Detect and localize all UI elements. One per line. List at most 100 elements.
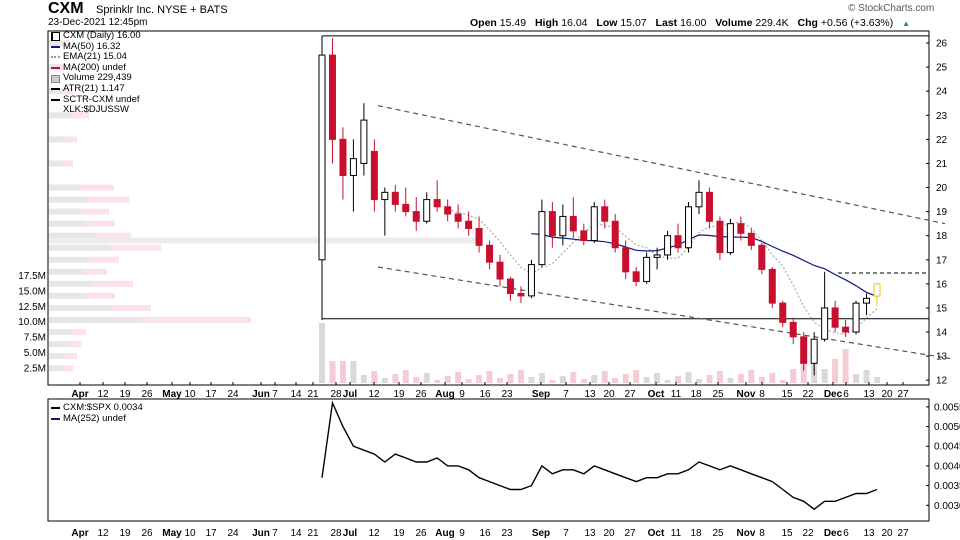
stat-label: Chg — [797, 17, 821, 29]
date-tick-label: Apr — [71, 389, 88, 400]
volume-bar — [874, 377, 880, 383]
volume-tick-label: 2.5M — [24, 363, 46, 374]
candle-body — [527, 264, 535, 297]
legend-entry: EMA(21) 15.04 — [51, 52, 141, 63]
legend-text: CXM:$SPX 0.0034 — [63, 402, 143, 413]
legend-entry: ATR(21) 1.147 — [51, 83, 141, 95]
legend-swatch — [51, 98, 60, 101]
volume-by-price-bar — [85, 220, 115, 227]
date-tick-label: 26 — [141, 389, 153, 400]
date-tick-label: Apr — [71, 528, 88, 539]
date-tick-label: 20 — [881, 389, 893, 400]
volume-bar — [748, 370, 755, 383]
volume-bar — [769, 373, 776, 383]
volume-by-price-bar — [49, 136, 65, 143]
date-tick-label: Oct — [648, 528, 665, 539]
candle-body — [339, 138, 347, 176]
stat-label: Low — [596, 17, 621, 29]
volume-tick-label: 15.0M — [18, 286, 46, 297]
volume-bar — [779, 380, 786, 383]
volume-by-price-bar — [141, 316, 251, 323]
volume-bar — [821, 369, 828, 383]
candle-body — [873, 283, 881, 297]
volume-bar — [559, 376, 566, 383]
candle-body — [842, 326, 850, 333]
date-tick-label: 19 — [119, 528, 131, 539]
volume-bar — [329, 361, 336, 383]
volume-by-price-bar — [93, 280, 133, 287]
date-tick-label: 12 — [368, 389, 380, 400]
legend-swatch — [51, 417, 60, 420]
candle-body — [685, 206, 693, 249]
volume-by-price-bar — [89, 256, 119, 263]
legend-entry: SCTR-CXM undef — [51, 94, 141, 106]
volume-by-price-bar — [83, 268, 107, 275]
candle-body — [328, 54, 336, 140]
ratio-tick-label: 0.0045 — [934, 442, 960, 453]
date-tick-label: 14 — [290, 389, 302, 400]
volume-by-price-bar — [49, 88, 63, 95]
date-tick-label: 12 — [97, 389, 109, 400]
date-tick-label: 15 — [781, 528, 793, 539]
candle-body — [360, 119, 368, 164]
volume-bar — [685, 372, 692, 383]
date-tick-label: Nov — [737, 389, 756, 400]
candle-body — [863, 297, 871, 304]
volume-bar — [339, 361, 346, 383]
volume-bar — [350, 361, 357, 383]
date-tick-label: 28 — [330, 389, 342, 400]
moving-averages — [447, 209, 878, 336]
date-tick-label: Dec — [824, 389, 843, 400]
volume-bar — [800, 359, 807, 383]
volume-by-price-bar — [49, 184, 79, 191]
date-tick-label: 7 — [563, 528, 569, 539]
volume-bar — [706, 375, 713, 383]
price-tick-label: 15 — [936, 303, 948, 314]
volume-bar — [716, 371, 723, 383]
brand-logo[interactable]: © StockCharts.com — [848, 3, 935, 14]
volume-bar — [319, 323, 325, 383]
volume-bar — [360, 375, 367, 383]
legend-swatch — [51, 74, 60, 83]
stat-value: 15.49 — [499, 17, 529, 29]
candle-body — [486, 244, 494, 263]
volume-by-price-bar — [49, 244, 109, 251]
ratio-tick-label: 0.0035 — [934, 481, 960, 492]
legend-text: MA(200) undef — [63, 61, 126, 73]
date-tick-label: Aug — [435, 528, 454, 539]
volume-by-price-bar — [63, 88, 73, 95]
candle-body — [548, 211, 556, 237]
volume-by-price-bar — [71, 329, 86, 336]
price-legend: CXM (Daily) 16.00 MA(50) 16.32 EMA(21) 15.… — [51, 30, 141, 116]
date-tick-label: 7 — [272, 528, 278, 539]
volume-by-price-bar — [49, 220, 85, 227]
candle-body — [695, 191, 703, 208]
volume-bar — [570, 372, 577, 383]
candle-body — [810, 338, 818, 364]
price-tick-label: 26 — [936, 39, 948, 50]
volume-bar — [455, 372, 462, 383]
company-name: Sprinklr Inc. NYSE + BATS — [96, 4, 228, 16]
volume-bar — [842, 349, 849, 383]
date-tick-label: 27 — [624, 528, 636, 539]
date-tick-label: 6 — [843, 528, 849, 539]
legend-text: XLK:$DJUSSW — [63, 104, 129, 116]
candle-body — [737, 223, 745, 234]
date-tick-label: Nov — [737, 528, 756, 539]
legend-entry: Volume 229,439 — [51, 73, 141, 84]
date-tick-label: 14 — [290, 528, 302, 539]
up-arrow-icon: ▲ — [902, 19, 911, 28]
date-tick-label: Aug — [435, 389, 454, 400]
volume-by-price-bar — [97, 232, 131, 239]
candle-body — [768, 268, 776, 304]
volume-by-price-bar — [59, 64, 65, 71]
volume-bar — [434, 380, 441, 383]
stat-value: 16.00 — [680, 17, 710, 29]
price-tick-label: 17 — [936, 255, 948, 266]
candle-body — [444, 206, 452, 215]
volume-by-price-bar — [65, 136, 77, 143]
candle-body — [632, 271, 640, 282]
